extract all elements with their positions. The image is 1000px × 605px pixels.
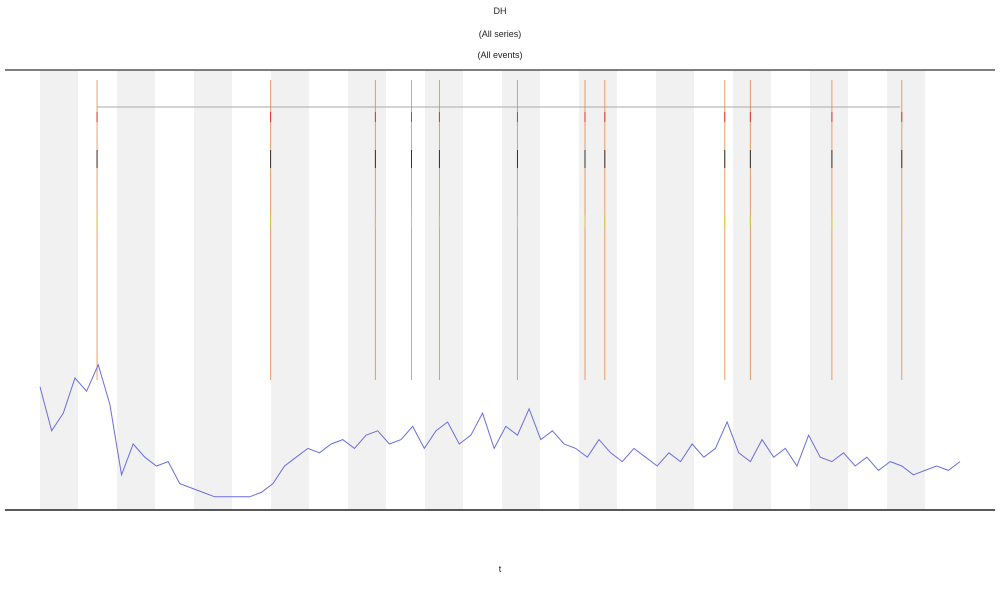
band	[733, 70, 771, 510]
band	[656, 70, 694, 510]
band	[810, 70, 848, 510]
band	[271, 70, 309, 510]
band	[887, 70, 925, 510]
band	[40, 70, 78, 510]
band	[348, 70, 386, 510]
band	[425, 70, 463, 510]
x-axis-label: t	[499, 564, 502, 574]
background-bands	[40, 70, 925, 510]
data-line	[39, 363, 961, 498]
band	[502, 70, 540, 510]
chart-subtitle: (All events)	[477, 50, 522, 60]
band	[117, 70, 155, 510]
chart-subtitle: (All series)	[479, 29, 522, 39]
band	[194, 70, 232, 510]
chart-title: DH	[494, 6, 507, 16]
